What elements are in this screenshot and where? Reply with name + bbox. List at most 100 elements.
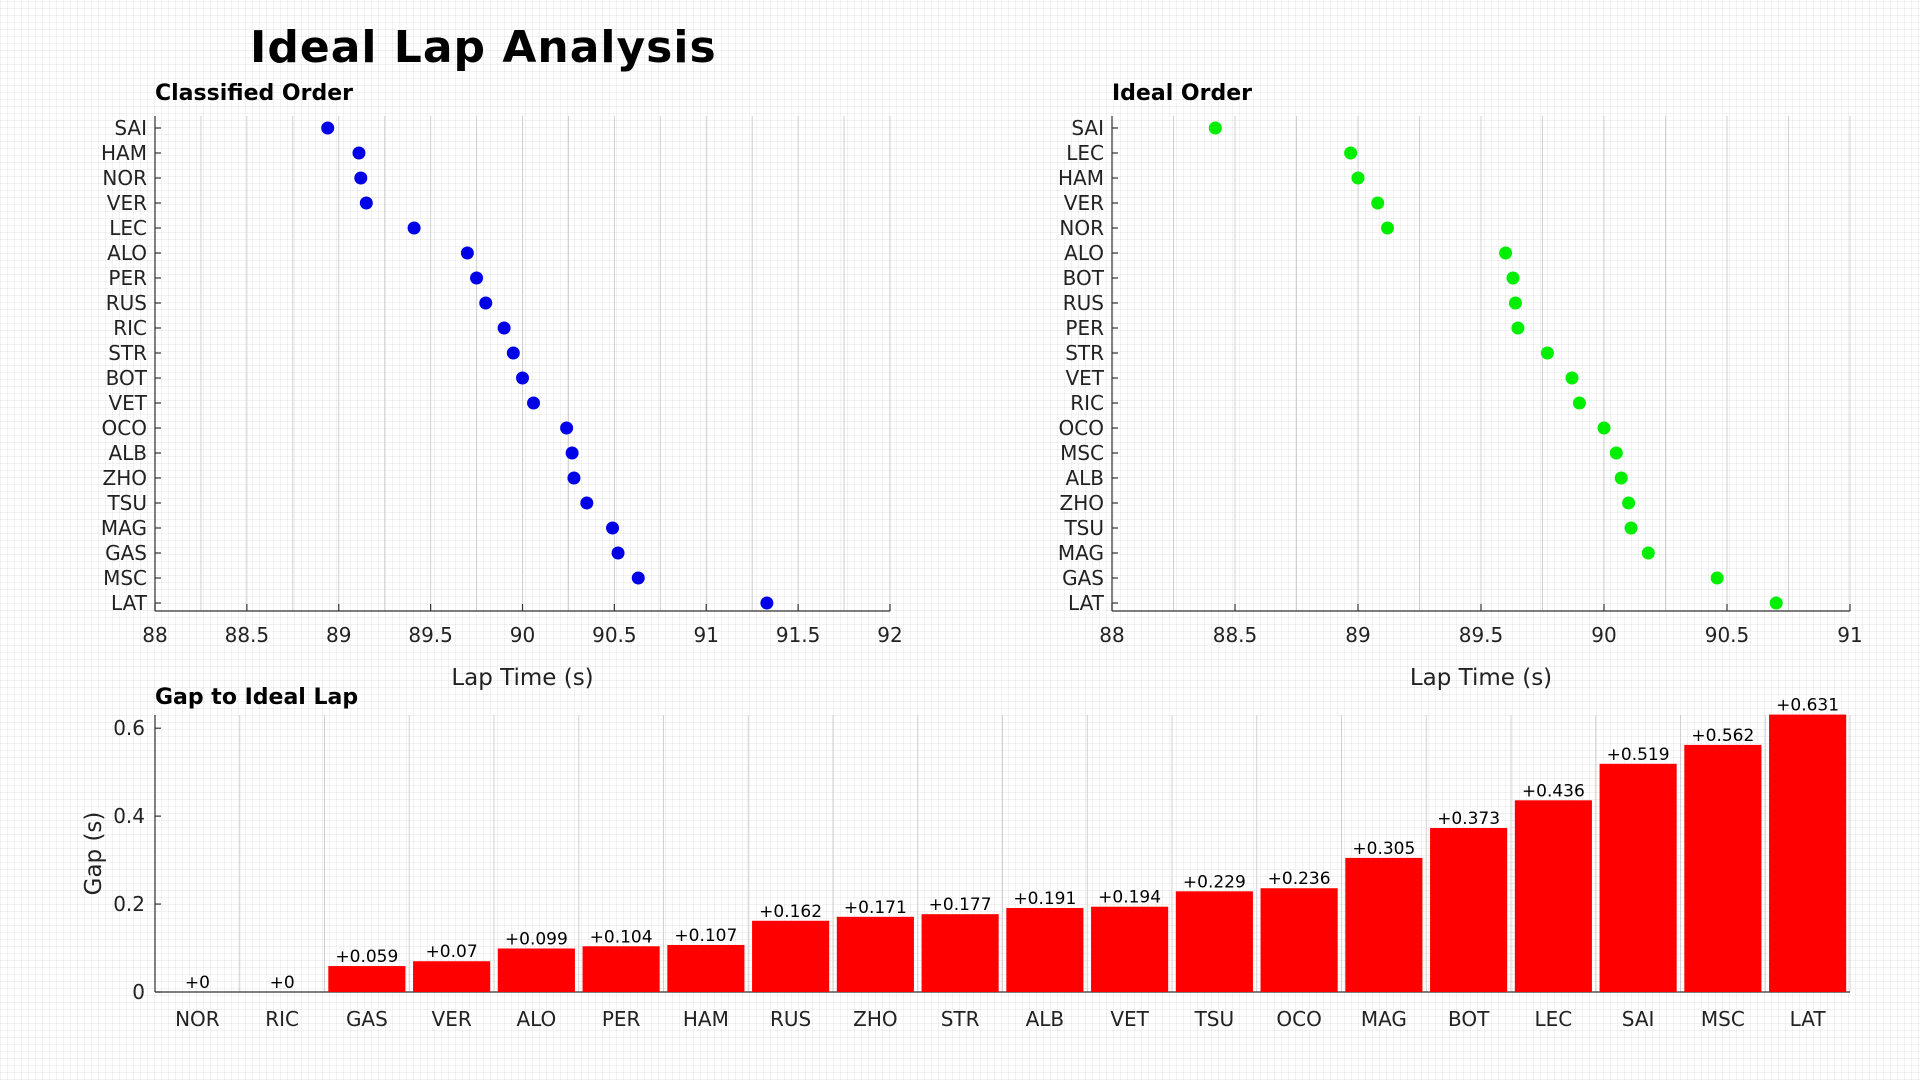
gap-bar [836, 916, 914, 992]
ideal-point [1641, 546, 1655, 560]
ideal-point [1208, 121, 1222, 135]
gap-data-label: +0.162 [759, 902, 822, 922]
main-title: Ideal Lap Analysis [250, 22, 717, 73]
classified-driver-label: LAT [111, 591, 148, 615]
classified-point [321, 121, 335, 135]
classified-x-tick-label: 91 [694, 623, 719, 647]
classified-x-tick-label: 90 [510, 623, 535, 647]
gap-data-label: +0 [185, 973, 210, 993]
gap-data-label: +0.059 [335, 947, 398, 967]
ideal-driver-label: MSC [1060, 441, 1104, 465]
ideal-point [1506, 271, 1520, 285]
classified-point [354, 171, 368, 185]
classified-point [560, 421, 574, 435]
gap-category-label: SAI [1622, 1007, 1655, 1031]
gap-category-label: RUS [770, 1007, 811, 1031]
ideal-x-tick-label: 90.5 [1705, 623, 1750, 647]
gap-bar [497, 948, 575, 992]
ideal-x-tick-label: 88.5 [1213, 623, 1258, 647]
gap-category-label: OCO [1276, 1007, 1321, 1031]
ideal-point [1381, 221, 1395, 235]
ideal-driver-label: SAI [1071, 116, 1104, 140]
classified-driver-label: VET [108, 391, 147, 415]
classified-driver-label: BOT [106, 366, 148, 390]
ideal-point [1597, 421, 1611, 435]
ideal-x-label: Lap Time (s) [1410, 665, 1552, 691]
classified-point [359, 196, 373, 210]
gap-data-label: +0.194 [1098, 888, 1161, 908]
gap-bar [1599, 763, 1677, 992]
ideal-point [1710, 571, 1724, 585]
classified-point [407, 221, 421, 235]
classified-x-tick-label: 92 [877, 623, 902, 647]
gap-data-label: +0.107 [674, 926, 737, 946]
gap-category-label: PER [602, 1007, 641, 1031]
ideal-point [1344, 146, 1358, 160]
gap-category-label: NOR [175, 1007, 220, 1031]
gap-y-tick-label: 0.4 [113, 804, 145, 828]
gap-category-label: GAS [346, 1007, 388, 1031]
gap-category-label: VET [1110, 1007, 1149, 1031]
ideal-driver-label: RUS [1063, 291, 1104, 315]
gap-y-tick-label: 0.6 [113, 716, 145, 740]
gap-category-label: LEC [1535, 1007, 1573, 1031]
ideal-driver-label: PER [1065, 316, 1104, 340]
gap-title: Gap to Ideal Lap [155, 685, 358, 710]
classified-driver-label: GAS [105, 541, 147, 565]
classified-driver-label: OCO [102, 416, 147, 440]
classified-driver-label: STR [108, 341, 147, 365]
ideal-point [1614, 471, 1628, 485]
classified-point [516, 371, 529, 385]
ideal-point [1622, 496, 1636, 510]
ideal-driver-label: NOR [1059, 216, 1104, 240]
gap-category-label: ALB [1026, 1007, 1065, 1031]
ideal-point [1351, 171, 1365, 185]
classified-point [497, 321, 511, 335]
gap-data-label: +0 [270, 973, 295, 993]
classified-driver-label: PER [108, 266, 147, 290]
gap-data-label: +0.07 [426, 942, 478, 962]
classified-title: Classified Order [155, 81, 353, 106]
gap-data-label: +0.236 [1268, 869, 1331, 889]
classified-x-label: Lap Time (s) [451, 665, 593, 691]
gap-category-label: BOT [1448, 1007, 1490, 1031]
ideal-point [1540, 346, 1554, 360]
gap-y-tick-label: 0 [132, 980, 145, 1004]
gap-data-label: +0.229 [1183, 872, 1246, 892]
classified-point [611, 546, 625, 560]
classified-x-tick-label: 88.5 [225, 623, 270, 647]
gap-bar [582, 946, 660, 992]
gap-data-label: +0.519 [1607, 745, 1670, 765]
ideal-point [1624, 521, 1638, 535]
classified-driver-label: LEC [109, 216, 147, 240]
gap-data-label: +0.104 [590, 927, 653, 947]
classified-driver-label: TSU [106, 491, 147, 515]
ideal-driver-label: BOT [1063, 266, 1105, 290]
classified-point [631, 571, 645, 585]
classified-point [527, 396, 541, 410]
classified-driver-label: SAI [114, 116, 147, 140]
ideal-point [1565, 371, 1579, 385]
ideal-order-panel: Ideal Order SAILECHAMVERNORALOBOTRUSPERST… [1058, 81, 1863, 691]
ideal-x-tick-label: 88 [1099, 623, 1124, 647]
classified-point [506, 346, 520, 360]
classified-x-tick-label: 91.5 [776, 623, 821, 647]
gap-bar [1175, 891, 1253, 992]
gap-category-label: RIC [265, 1007, 299, 1031]
gap-data-label: +0.191 [1013, 889, 1076, 909]
classified-point [760, 596, 774, 610]
ideal-driver-label: VER [1064, 191, 1104, 215]
ideal-point [1769, 596, 1783, 610]
classified-driver-label: ALB [108, 441, 147, 465]
classified-driver-label: VER [107, 191, 147, 215]
classified-driver-label: NOR [102, 166, 147, 190]
classified-point [479, 296, 493, 310]
ideal-point [1511, 321, 1525, 335]
gap-bar [752, 920, 830, 992]
ideal-driver-label: LEC [1066, 141, 1104, 165]
ideal-driver-label: STR [1065, 341, 1104, 365]
gap-category-label: ALO [516, 1007, 556, 1031]
classified-point [565, 446, 579, 460]
ideal-x-tick-label: 89 [1345, 623, 1370, 647]
